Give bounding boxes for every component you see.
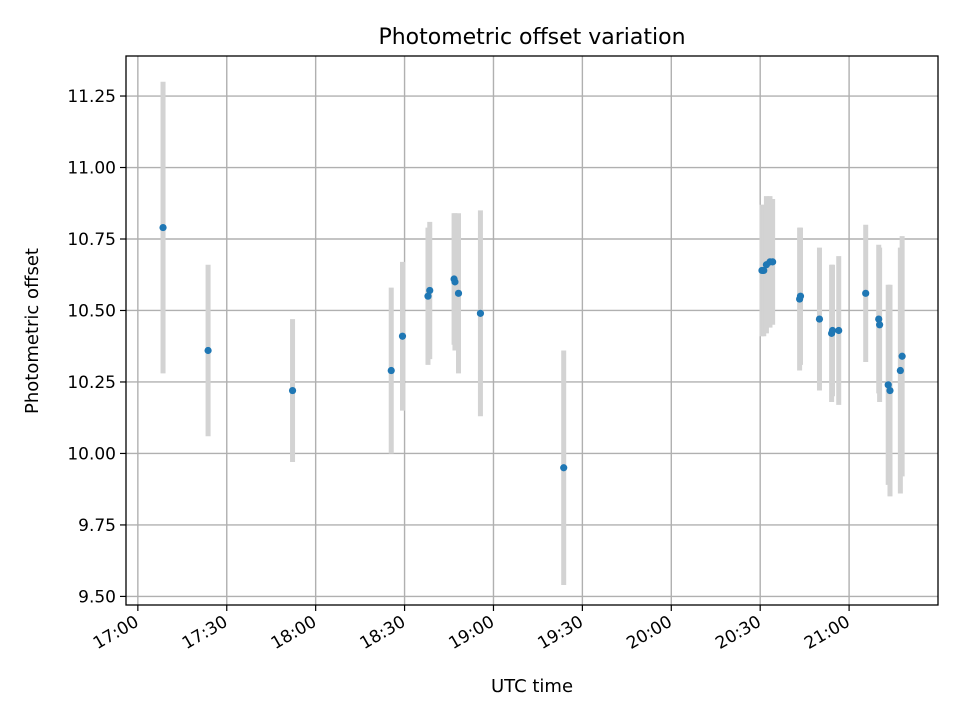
y-tick-label: 9.50 bbox=[78, 587, 116, 607]
data-point bbox=[426, 286, 434, 295]
x-tick-label: 19:00 bbox=[446, 612, 498, 654]
x-tick-label: 17:00 bbox=[90, 612, 142, 654]
data-point bbox=[560, 464, 568, 472]
y-tick-label: 10.50 bbox=[67, 301, 116, 321]
data-point bbox=[451, 278, 459, 286]
data-points bbox=[159, 223, 906, 472]
x-tick-label: 19:30 bbox=[534, 612, 586, 654]
x-axis-ticks: 17:00 17:30 18:00 18:30 19:00 19:30 20:00 20:30… bbox=[90, 605, 854, 654]
x-tick-label: 21:00 bbox=[801, 612, 853, 654]
data-point bbox=[204, 346, 212, 355]
x-tick-label: 20:30 bbox=[712, 612, 764, 654]
x-tick-label: 18:30 bbox=[357, 612, 409, 654]
y-tick-label: 9.75 bbox=[78, 516, 116, 536]
data-point bbox=[454, 289, 463, 297]
x-axis-label: UTC time bbox=[491, 676, 573, 697]
data-point bbox=[159, 223, 167, 232]
data-point bbox=[884, 381, 892, 389]
x-tick-label: 18:00 bbox=[268, 612, 320, 654]
data-point bbox=[875, 315, 883, 323]
error-bars bbox=[160, 81, 905, 585]
y-tick-label: 10.25 bbox=[67, 373, 116, 393]
data-point bbox=[898, 352, 906, 360]
data-point bbox=[769, 258, 777, 266]
y-tick-label: 10.75 bbox=[67, 230, 116, 250]
gridlines bbox=[126, 56, 938, 605]
data-point bbox=[760, 266, 768, 275]
y-tick-label: 10.00 bbox=[67, 444, 116, 464]
data-point bbox=[896, 366, 904, 375]
plot-frame bbox=[125, 55, 939, 606]
data-point bbox=[387, 366, 395, 375]
data-point bbox=[828, 326, 837, 335]
data-point bbox=[288, 386, 297, 395]
y-axis-ticks: 9.50 9.75 10.00 10.25 10.50 10.75 11.00 11.25 bbox=[67, 87, 126, 607]
data-point bbox=[398, 332, 407, 340]
x-tick-label: 17:30 bbox=[179, 612, 231, 654]
data-point bbox=[886, 386, 894, 395]
data-point bbox=[862, 289, 870, 297]
data-point bbox=[835, 326, 843, 335]
y-tick-label: 11.25 bbox=[67, 87, 116, 107]
y-axis-label: Photometric offset bbox=[22, 248, 43, 414]
y-tick-label: 11.00 bbox=[67, 159, 116, 179]
x-tick-label: 20:00 bbox=[623, 612, 675, 654]
data-point bbox=[796, 292, 805, 300]
data-point bbox=[815, 315, 824, 323]
chart-title: Photometric offset variation bbox=[378, 25, 685, 50]
data-point bbox=[876, 321, 884, 329]
data-point bbox=[424, 292, 432, 300]
data-point bbox=[476, 309, 485, 317]
